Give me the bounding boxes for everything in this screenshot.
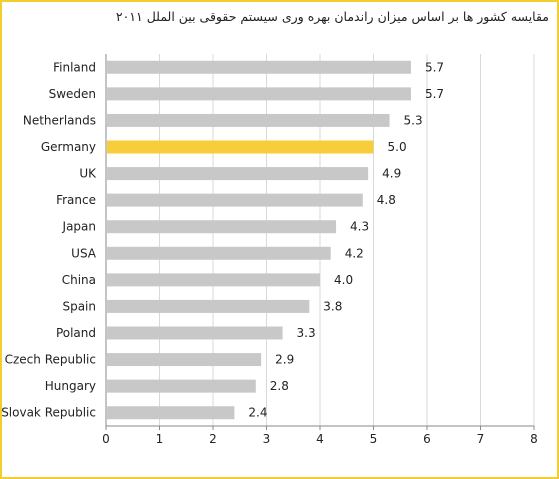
bar xyxy=(107,353,262,367)
category-label: UK xyxy=(79,167,97,181)
category-label: Germany xyxy=(41,140,96,154)
bar xyxy=(107,273,320,287)
bar xyxy=(107,140,374,154)
category-label: China xyxy=(62,273,96,287)
bar xyxy=(107,60,411,74)
data-label: 3.8 xyxy=(323,299,342,313)
bar xyxy=(107,406,235,420)
bar xyxy=(107,246,331,260)
data-label: 4.8 xyxy=(377,193,396,207)
bar xyxy=(107,379,256,393)
bar xyxy=(107,167,369,181)
data-label: 4.9 xyxy=(382,167,401,181)
x-tick-label: 6 xyxy=(423,432,431,446)
data-label: 4.2 xyxy=(345,246,364,260)
data-label: 3.3 xyxy=(297,326,316,340)
category-label: Japan xyxy=(62,220,96,234)
data-label: 2.4 xyxy=(248,406,267,420)
category-label: France xyxy=(56,193,96,207)
category-label: Czech Republic xyxy=(5,353,96,367)
x-tick-label: 2 xyxy=(209,432,217,446)
category-label: Poland xyxy=(56,326,96,340)
data-label: 5.3 xyxy=(404,113,423,127)
category-label: Slovak Republic xyxy=(2,406,96,420)
category-label: Finland xyxy=(53,60,96,74)
data-label: 5.7 xyxy=(425,60,444,74)
chart-title: مقایسه کشور ها بر اساس میزان راندمان بهر… xyxy=(115,9,549,24)
x-tick-label: 3 xyxy=(263,432,271,446)
category-label: Spain xyxy=(62,299,96,313)
bar xyxy=(107,326,283,340)
data-label: 2.8 xyxy=(270,379,289,393)
bar xyxy=(107,299,310,313)
category-label: USA xyxy=(71,246,97,260)
bar xyxy=(107,113,390,127)
x-tick-label: 7 xyxy=(477,432,485,446)
x-tick-label: 8 xyxy=(530,432,538,446)
x-tick-label: 0 xyxy=(102,432,110,446)
data-label: 2.9 xyxy=(275,353,294,367)
category-label: Netherlands xyxy=(23,113,96,127)
x-tick-label: 5 xyxy=(370,432,378,446)
category-label: Hungary xyxy=(45,379,96,393)
data-label: 4.0 xyxy=(334,273,353,287)
data-label: 4.3 xyxy=(350,220,369,234)
category-label: Sweden xyxy=(49,87,96,101)
bar xyxy=(107,87,411,101)
data-label: 5.0 xyxy=(388,140,407,154)
bar xyxy=(107,193,363,207)
x-tick-label: 4 xyxy=(316,432,324,446)
data-label: 5.7 xyxy=(425,87,444,101)
x-tick-label: 1 xyxy=(156,432,164,446)
bar xyxy=(107,220,337,234)
